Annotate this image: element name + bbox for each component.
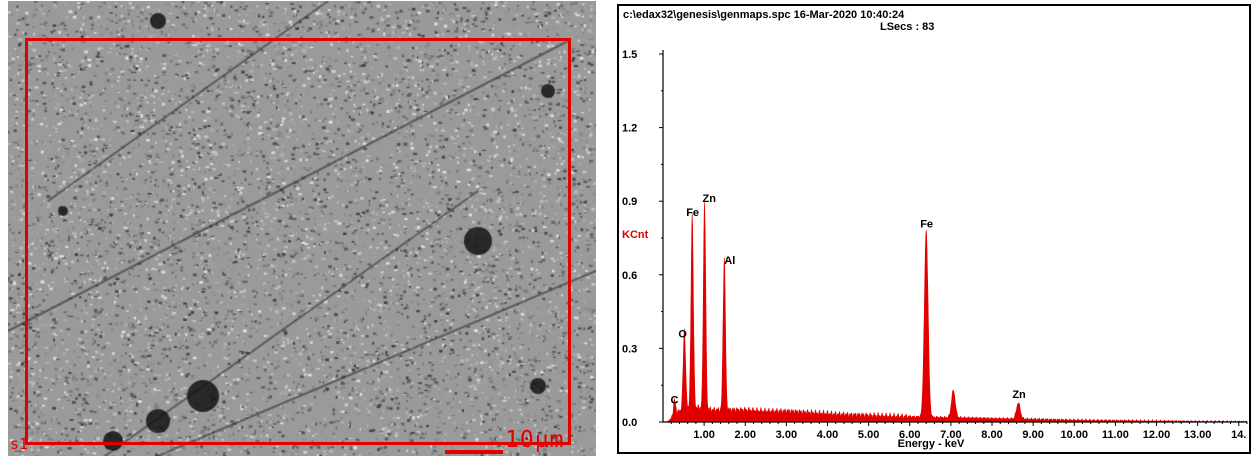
scale-bar-label: 10µm bbox=[505, 427, 565, 453]
peak-label-o: O bbox=[678, 328, 687, 340]
sem-image-label: s1 bbox=[10, 435, 29, 453]
y-axis-label: KCnt bbox=[622, 229, 649, 241]
eds-spectrum-chart: 0.0 0.3 0.6 0.9 1.2 1.5 1.00 2.00 3.00 4.00 5.00 6.… bbox=[622, 49, 1248, 450]
peak-label-fe: Fe bbox=[920, 219, 933, 231]
scale-bar bbox=[445, 450, 503, 454]
x-tick-label: 4.00 bbox=[817, 429, 838, 441]
sem-image-texture bbox=[8, 1, 596, 456]
y-tick-label: 0.6 bbox=[622, 270, 637, 282]
x-tick-label: 12.00 bbox=[1143, 429, 1171, 441]
y-tick-label: 1.5 bbox=[622, 49, 637, 61]
analysis-region-box bbox=[25, 38, 571, 445]
peak-label-al: Al bbox=[724, 255, 735, 267]
live-seconds-label: LSecs : 83 bbox=[880, 21, 935, 33]
x-tick-label: 2.00 bbox=[735, 429, 756, 441]
x-tick-label: 7.00 bbox=[940, 429, 961, 441]
x-tick-label: 10.00 bbox=[1061, 429, 1089, 441]
peak-label-zn: Zn bbox=[703, 193, 717, 205]
spectrum-file-header: c:\edax32\genesis\genmaps.spc 16-Mar-202… bbox=[623, 9, 905, 21]
x-axis-label: Energy - keV bbox=[898, 438, 965, 450]
y-tick-label: 0.3 bbox=[622, 343, 637, 355]
eds-spectrum-panel: c:\edax32\genesis\genmaps.spc 16-Mar-202… bbox=[617, 4, 1251, 454]
x-tick-label: 14. bbox=[1231, 429, 1246, 441]
x-tick-label: 1.00 bbox=[693, 429, 714, 441]
x-tick-label: 3.00 bbox=[776, 429, 797, 441]
y-tick-label: 1.2 bbox=[622, 123, 637, 135]
sem-micrograph: s1 10µm bbox=[8, 1, 596, 456]
x-tick-label: 8.00 bbox=[981, 429, 1002, 441]
x-tick-label: 6.00 bbox=[899, 429, 920, 441]
x-tick-label: 9.00 bbox=[1022, 429, 1043, 441]
peak-label-c: C bbox=[671, 394, 679, 406]
x-tick-label: 13.00 bbox=[1184, 429, 1212, 441]
y-tick-label: 0.9 bbox=[622, 196, 637, 208]
peak-label-fe: Fe bbox=[686, 207, 699, 219]
spectrum-series bbox=[666, 202, 1248, 423]
x-tick-label: 5.00 bbox=[858, 429, 879, 441]
x-tick-label: 11.00 bbox=[1102, 429, 1129, 441]
peak-label-zn: Zn bbox=[1012, 389, 1026, 401]
y-tick-label: 0.0 bbox=[622, 417, 637, 429]
